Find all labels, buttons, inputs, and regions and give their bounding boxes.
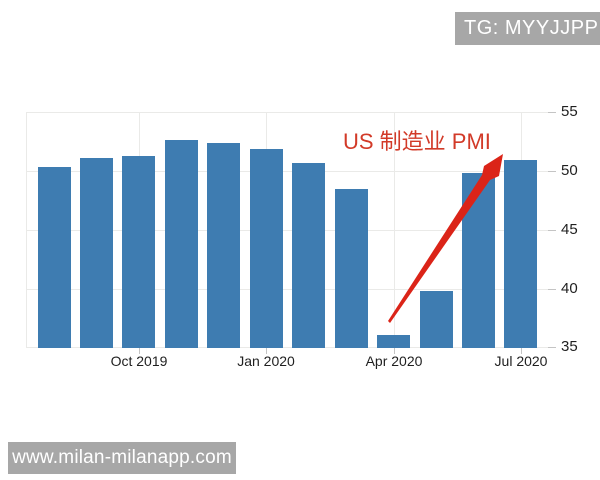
x-axis-tick xyxy=(394,348,395,354)
y-tick-label: 40 xyxy=(561,280,578,297)
watermark-website-text: www.milan-milanapp.com xyxy=(12,447,232,468)
gridline-h xyxy=(26,347,548,348)
x-axis-tick xyxy=(521,348,522,354)
y-tick-label: 55 xyxy=(561,103,578,120)
y-tick-label: 45 xyxy=(561,221,578,238)
y-axis-tick xyxy=(548,289,556,290)
watermark-telegram-badge: TG: MYYJJPP xyxy=(455,12,600,45)
gridline-h xyxy=(26,230,548,231)
x-axis-tick xyxy=(139,348,140,354)
plot-area xyxy=(26,112,548,348)
y-axis-tick xyxy=(548,171,556,172)
y-axis-tick xyxy=(548,347,556,348)
y-axis-tick xyxy=(548,112,556,113)
x-tick-label: Jul 2020 xyxy=(494,353,548,369)
bar-oct-2019 xyxy=(122,155,156,348)
y-axis: 35 40 45 50 55 xyxy=(548,103,600,355)
bar-aug-2019 xyxy=(37,167,71,348)
x-tick-label: Apr 2020 xyxy=(365,353,423,369)
bar-feb-2020 xyxy=(292,162,326,348)
x-axis: Oct 2019 Jan 2020 Apr 2020 Jul 2020 xyxy=(26,348,548,376)
bar-mar-2020 xyxy=(334,188,368,348)
gridline-h xyxy=(26,112,548,113)
pmi-bar-chart: 35 40 45 50 55 Oct 2019 Jan 2020 Apr 2020 Jul 2… xyxy=(26,103,578,369)
y-tick-label: 50 xyxy=(561,162,578,179)
bar-jan-2020 xyxy=(249,148,283,348)
bar-sep-2019 xyxy=(79,158,113,348)
y-axis-tick xyxy=(548,230,556,231)
y-tick-label: 35 xyxy=(561,338,578,355)
gridline-h xyxy=(26,171,548,172)
watermark-telegram-text: TG: MYYJJPP xyxy=(464,17,599,39)
bar-nov-2019 xyxy=(164,140,198,348)
x-tick-label: Oct 2019 xyxy=(110,353,168,369)
bar-apr-2020 xyxy=(377,335,411,348)
watermark-website-badge: www.milan-milanapp.com xyxy=(8,442,236,474)
gridline-v xyxy=(26,112,27,348)
chart-title-annotation: US 制造业 PMI xyxy=(343,129,491,154)
bar-dec-2019 xyxy=(207,142,241,348)
gridline-h xyxy=(26,289,548,290)
bar-jun-2020 xyxy=(462,173,495,348)
x-axis-tick xyxy=(266,348,267,354)
x-tick-label: Jan 2020 xyxy=(237,353,295,369)
bar-may-2020 xyxy=(419,291,453,348)
bar-jul-2020 xyxy=(504,160,538,348)
